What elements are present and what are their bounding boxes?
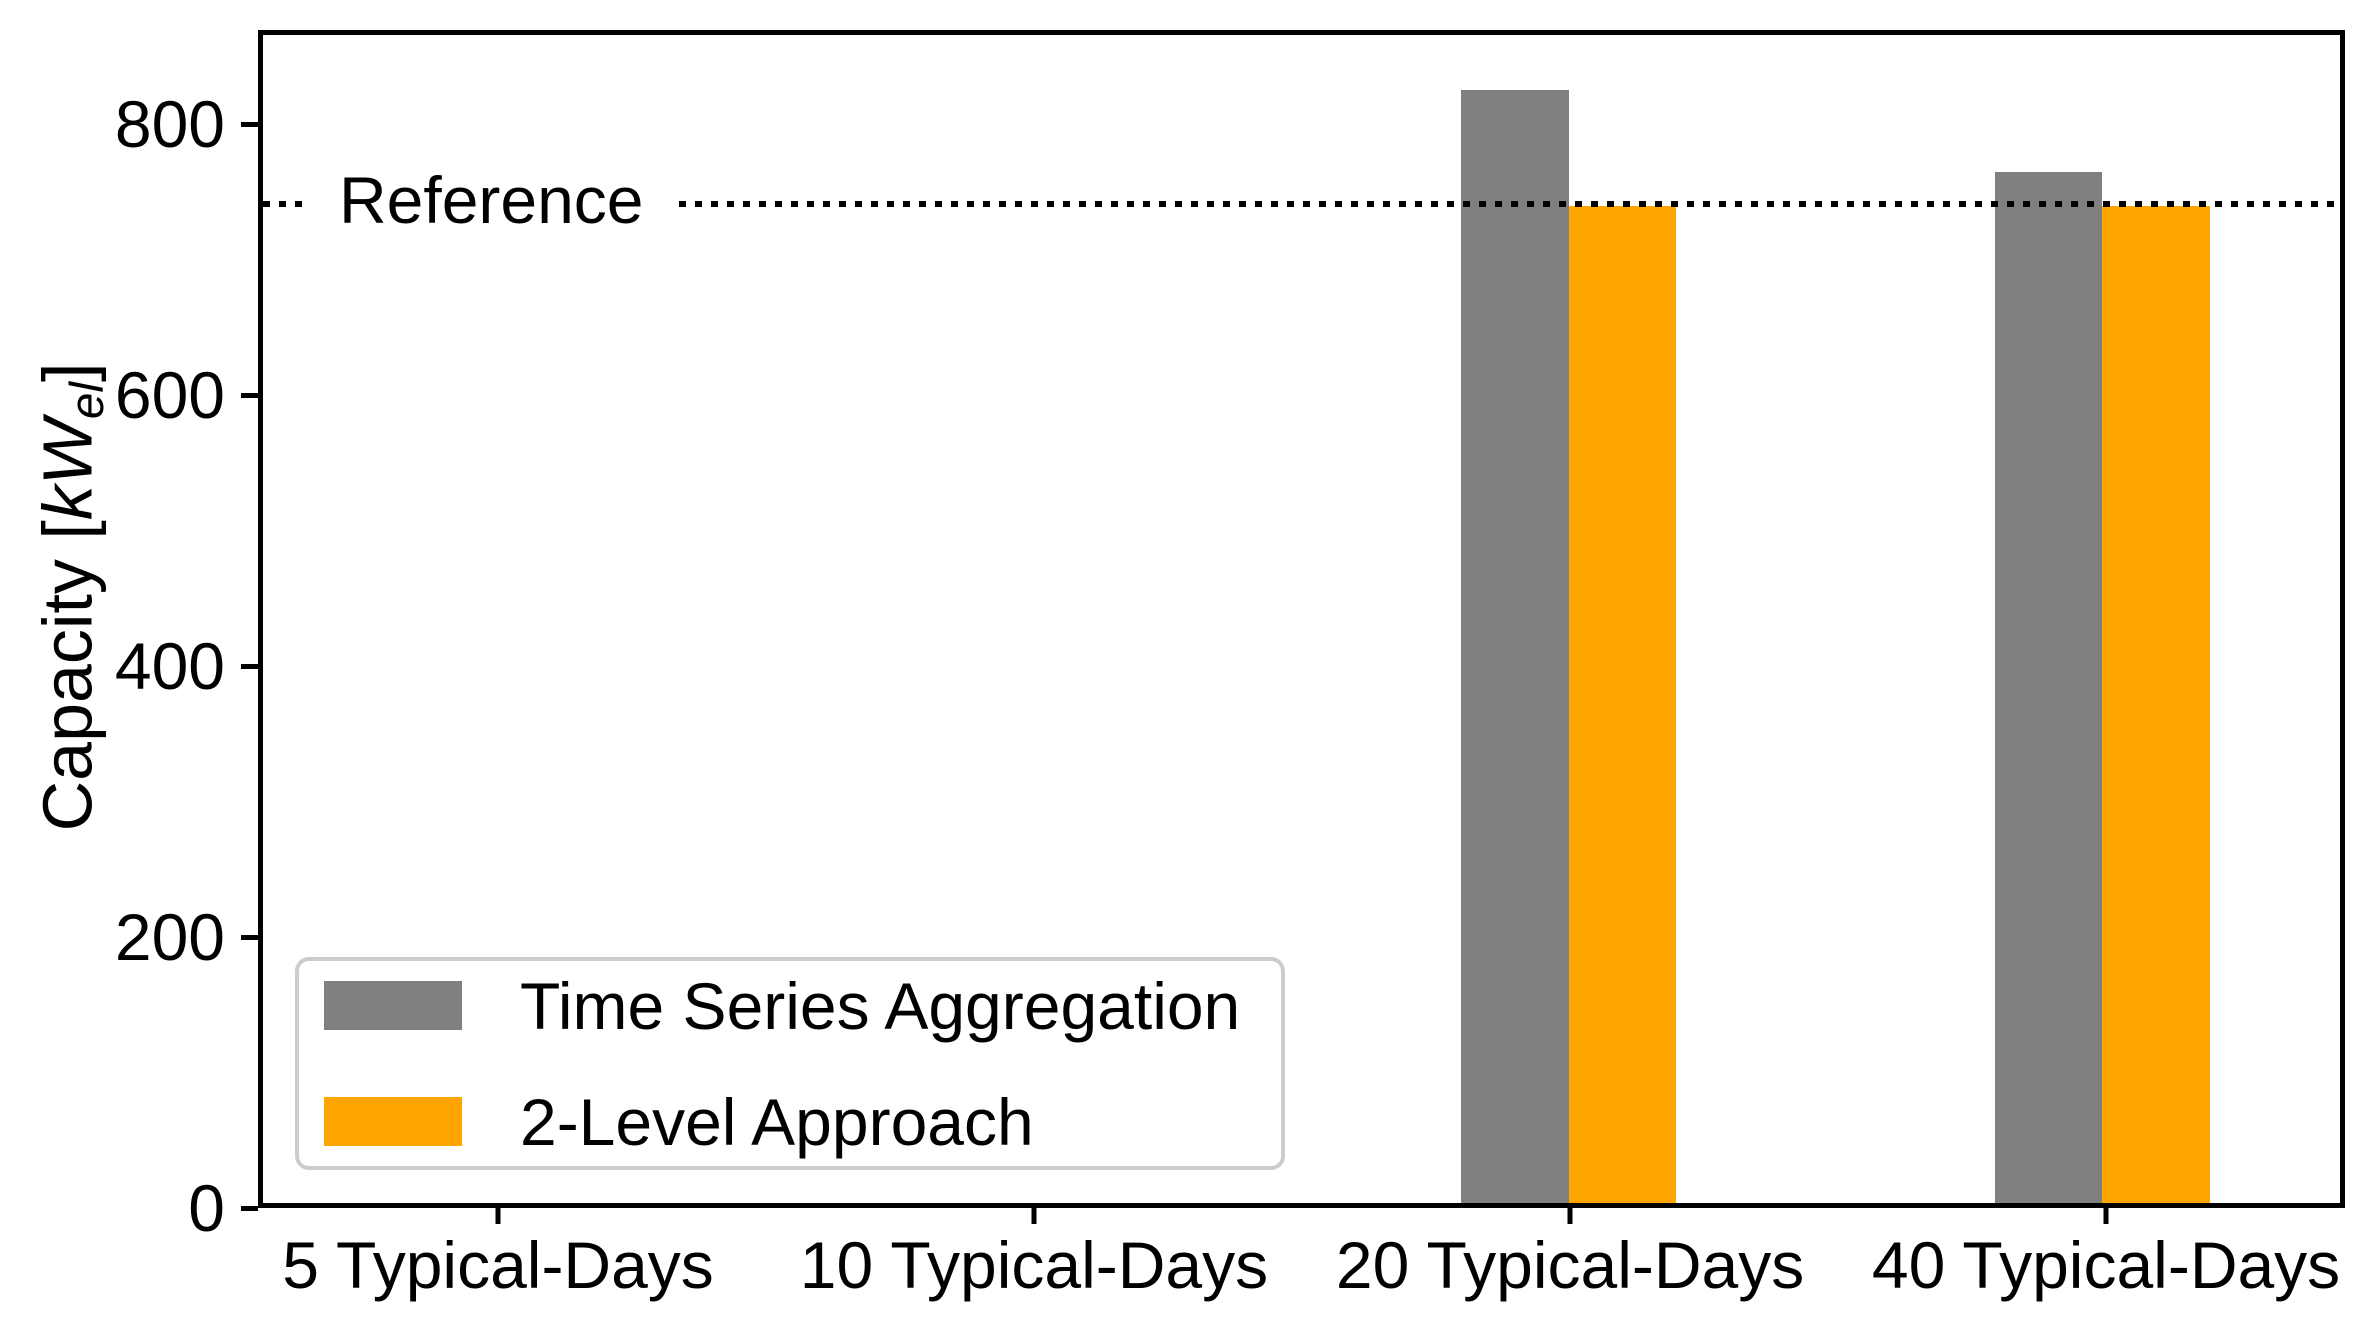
legend-swatch-orange bbox=[324, 1097, 462, 1146]
y-tick-mark-400 bbox=[241, 663, 258, 669]
x-tick-marks bbox=[258, 1208, 2345, 1224]
y-tick-mark-800 bbox=[241, 121, 258, 127]
y-tick-label-200: 200 bbox=[114, 899, 225, 974]
x-tick-label-5 Typical-Days: 5 Typical-Days bbox=[282, 1228, 714, 1302]
legend: Time Series Aggregation 2-Level Approach bbox=[295, 957, 1285, 1170]
x-tick-labels: 5 Typical-Days 10 Typical-Days 20 Typical-… bbox=[258, 1228, 2345, 1318]
x-tick-label-10 Typical-Days: 10 Typical-Days bbox=[799, 1228, 1269, 1302]
y-tick-label-800: 800 bbox=[114, 86, 225, 161]
bar-tsa-40 Typical-Days bbox=[1994, 172, 2103, 1203]
bar-tsa-20 Typical-Days bbox=[1461, 90, 1569, 1203]
y-tick-marks bbox=[241, 30, 258, 1211]
y-tick-labels: 0 200 400 600 800 bbox=[0, 30, 225, 1241]
y-tick-label-400: 400 bbox=[114, 628, 225, 703]
y-tick-label-0: 0 bbox=[188, 1171, 225, 1245]
y-tick-mark-600 bbox=[241, 392, 258, 398]
reference-line bbox=[263, 201, 2340, 208]
legend-row-time-series-aggregation: Time Series Aggregation bbox=[324, 973, 1281, 1039]
x-tick-mark-40 Typical-Days bbox=[2103, 1208, 2109, 1224]
x-tick-mark-10 Typical-Days bbox=[1031, 1208, 1037, 1224]
x-tick-label-20 Typical-Days: 20 Typical-Days bbox=[1335, 1228, 1805, 1302]
y-tick-mark-0 bbox=[241, 1206, 258, 1211]
reference-label: Reference bbox=[305, 164, 678, 238]
y-tick-label-600: 600 bbox=[114, 357, 225, 432]
bar-2level-40 Typical-Days bbox=[2102, 205, 2210, 1203]
legend-swatch-gray bbox=[324, 981, 462, 1030]
legend-row-2-level-approach: 2-Level Approach bbox=[324, 1089, 1281, 1155]
x-tick-mark-20 Typical-Days bbox=[1567, 1208, 1573, 1224]
legend-label: Time Series Aggregation bbox=[520, 968, 1241, 1043]
bars-layer bbox=[263, 35, 2340, 1203]
x-tick-mark-5 Typical-Days bbox=[495, 1208, 501, 1224]
y-tick-mark-200 bbox=[241, 934, 258, 940]
legend-label: 2-Level Approach bbox=[520, 1084, 1034, 1159]
bar-2level-20 Typical-Days bbox=[1568, 205, 1677, 1203]
x-tick-label-40 Typical-Days: 40 Typical-Days bbox=[1871, 1228, 2341, 1302]
